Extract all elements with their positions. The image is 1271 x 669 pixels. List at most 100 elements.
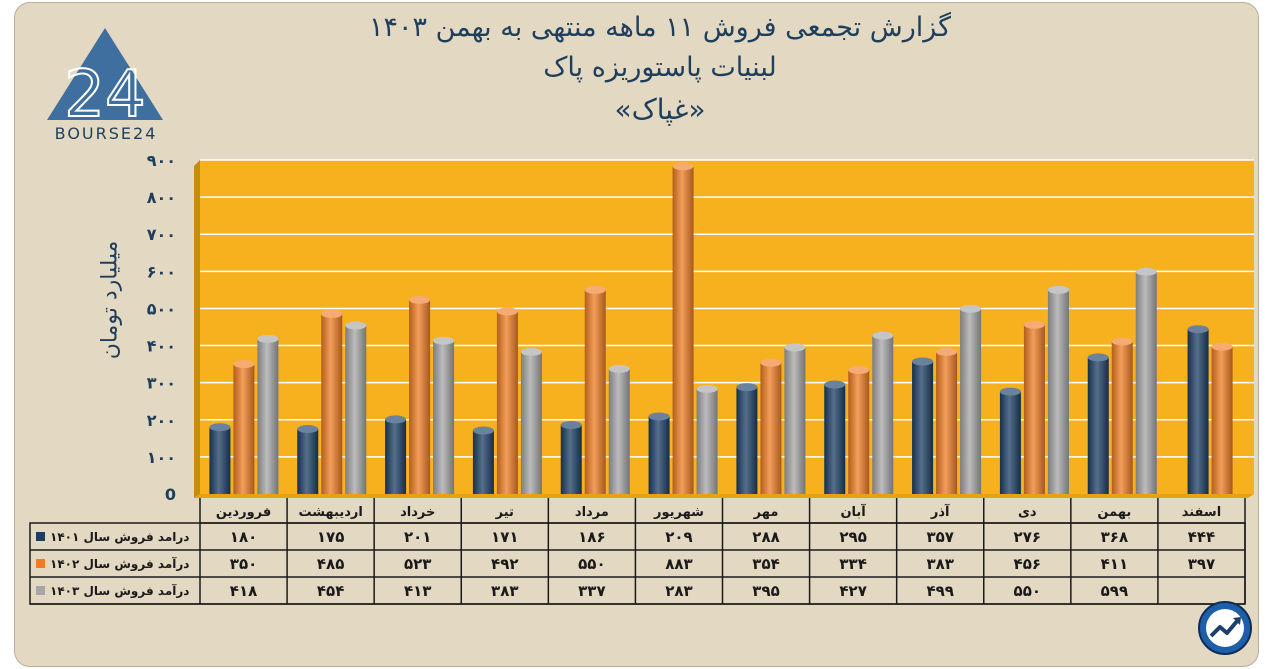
bar (824, 384, 846, 494)
bar-cap (736, 383, 758, 392)
bar (496, 311, 518, 494)
category-label: تیر (495, 505, 514, 520)
bar-cap (496, 307, 518, 316)
data-label: ۴۵۶ (1014, 555, 1041, 573)
legend-swatch (36, 532, 45, 541)
category-label: مهر (753, 505, 779, 520)
legend-label: درآمد فروش سال ۱۴۰۳ (50, 583, 189, 599)
bar-cap (297, 425, 319, 434)
bar-cap (872, 331, 894, 340)
bar-cap (209, 423, 231, 432)
bar (209, 427, 231, 494)
bar-cap (257, 334, 279, 343)
y-tick-label: ۱۰۰ (147, 448, 176, 467)
bar-cap (608, 364, 630, 373)
y-tick-label: ۳۰۰ (147, 374, 176, 393)
data-label: ۴۱۱ (1101, 555, 1128, 573)
data-label: ۳۹۷ (1188, 555, 1215, 573)
data-label: ۵۵۰ (578, 555, 605, 573)
bar-cap (960, 304, 982, 313)
y-tick-label: ۶۰۰ (147, 262, 176, 281)
data-label: ۱۷۱ (491, 528, 518, 546)
bar-cap (696, 384, 718, 393)
data-label: ۳۳۴ (839, 555, 866, 573)
category-label: آبان (840, 503, 866, 520)
data-label: ۵۵۰ (1014, 582, 1041, 600)
data-label: ۴۸۵ (317, 555, 344, 573)
bar (560, 424, 582, 494)
category-label: آذر (930, 503, 950, 520)
data-label: ۴۹۹ (926, 582, 953, 600)
data-label: ۸۸۳ (665, 555, 692, 573)
data-label: ۳۵۷ (926, 528, 953, 546)
bar (848, 370, 870, 494)
data-label: ۲۸۳ (665, 582, 692, 600)
legend-swatch (36, 586, 45, 595)
plot-area (200, 160, 1254, 494)
data-label: ۳۵۴ (752, 555, 779, 573)
data-label: ۱۷۵ (317, 528, 344, 546)
category-label: اسفند (1182, 505, 1221, 520)
data-label: ۳۳۷ (578, 582, 605, 600)
data-label: ۳۶۸ (1101, 528, 1128, 546)
chart-title: گزارش تجمعی فروش ۱۱ ماهه منتهی به بهمن ۱… (368, 12, 952, 43)
data-label: ۴۵۴ (317, 582, 344, 600)
data-label: ۲۰۱ (404, 528, 431, 546)
y-tick-label: ۴۰۰ (147, 337, 176, 356)
category-label: شهریور (653, 505, 704, 520)
bar (1023, 324, 1045, 494)
bar (1135, 271, 1157, 494)
bourse24-logo: 24 (47, 28, 163, 133)
data-label: ۴۱۳ (404, 582, 431, 600)
bar-cap (672, 162, 694, 171)
data-label: ۳۸۳ (491, 582, 518, 600)
bar (233, 364, 255, 494)
bar (936, 351, 958, 494)
bar (1211, 346, 1233, 494)
bar (520, 351, 542, 494)
data-label: ۳۵۰ (230, 555, 257, 573)
bar (1087, 357, 1109, 494)
bar (960, 308, 982, 494)
bar (1111, 341, 1133, 494)
category-label: اردیبهشت (298, 505, 362, 520)
data-label: ۱۸۶ (578, 528, 605, 546)
y-tick-label: 0 (165, 485, 176, 504)
bar-cap (1187, 325, 1209, 334)
ticker-symbol: «غپاک» (614, 93, 706, 126)
plot-side-wall (194, 160, 200, 498)
legend-label: درامد فروش سال ۱۴۰۱ (50, 530, 189, 545)
plot-floor (194, 494, 1254, 498)
table-border (29, 522, 1246, 605)
company-name: لبنیات پاستوریزه پاک (543, 52, 777, 83)
bar (608, 368, 630, 494)
bar (1187, 329, 1209, 494)
bar-cap (1211, 342, 1233, 351)
legend-swatch (36, 559, 45, 568)
data-label: ۲۰۹ (665, 528, 692, 546)
category-label: بهمن (1097, 505, 1131, 520)
bar (433, 340, 455, 494)
bar (648, 416, 670, 494)
bar-cap (936, 347, 958, 356)
data-label: ۳۹۵ (752, 582, 779, 600)
data-label: ۱۸۰ (230, 528, 257, 546)
bar (672, 166, 694, 494)
bar (385, 419, 407, 494)
bar (736, 387, 758, 494)
data-label: ۲۹۵ (839, 528, 866, 546)
bar (872, 335, 894, 494)
category-label: دی (1018, 505, 1037, 520)
bar-cap (321, 310, 343, 319)
bar-cap (433, 336, 455, 345)
bar (409, 299, 431, 494)
bar-cap (409, 295, 431, 304)
bar (1047, 289, 1069, 494)
bar-cap (1047, 285, 1069, 294)
bar (472, 430, 494, 494)
bar (257, 338, 279, 494)
bar-cap (912, 357, 934, 366)
bar-cap (1135, 267, 1157, 276)
bar-cap (648, 412, 670, 421)
logo-wordmark: BOURSE24 (54, 124, 158, 143)
